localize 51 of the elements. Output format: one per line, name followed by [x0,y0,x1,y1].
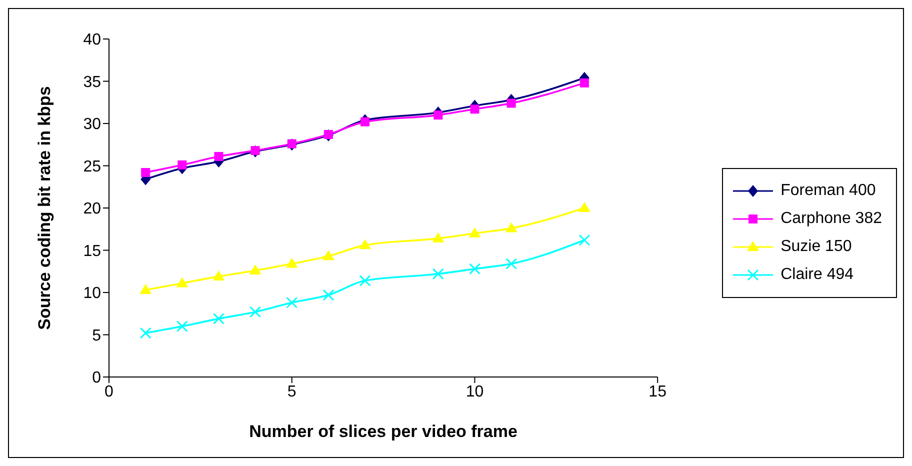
point [250,306,262,318]
y-tick-label: 15 [83,242,102,260]
point [286,296,298,308]
point [287,139,296,148]
point [468,263,480,275]
point [322,250,334,260]
x-axis-title: Number of slices per video frame [249,422,518,441]
point [212,312,224,324]
point [359,239,372,250]
point [140,284,152,294]
y-tick-label: 10 [83,285,102,302]
legend-label: Foreman 400 [780,182,876,200]
point [286,258,298,268]
point [359,274,371,286]
y-tick-label: 20 [83,200,102,218]
y-tick-label: 35 [83,74,102,91]
y-axis-title: Source coding bit rate in kbps [35,86,54,330]
point [578,234,590,246]
x-tick-label: 15 [648,383,667,400]
y-tick-label: 0 [92,370,102,387]
point [249,264,262,275]
legend-label: Claire 494 [780,266,854,284]
point [470,104,480,114]
point [506,98,516,108]
point [212,270,225,280]
point [432,232,444,242]
point [505,222,518,232]
point [434,110,443,120]
point [178,160,187,170]
y-tick-label: 25 [83,158,102,176]
point [432,268,444,280]
point [324,130,333,139]
point [580,78,589,88]
point [322,289,334,301]
point [176,320,188,332]
y-tick-label: 5 [92,327,102,344]
point [141,168,150,178]
point [176,277,188,288]
point [506,258,518,270]
x-tick-label: 0 [104,383,114,400]
y-tick-label: 30 [83,116,102,134]
legend-label: Suzie 150 [780,238,852,256]
point [140,327,152,339]
y-tick-label: 40 [83,32,102,49]
x-tick-label: 10 [466,383,484,400]
point [468,227,481,238]
point [214,152,224,161]
x-tick-label: 5 [287,383,296,400]
legend-label: Carphone 382 [780,210,882,228]
point [360,117,370,126]
point [578,202,590,212]
